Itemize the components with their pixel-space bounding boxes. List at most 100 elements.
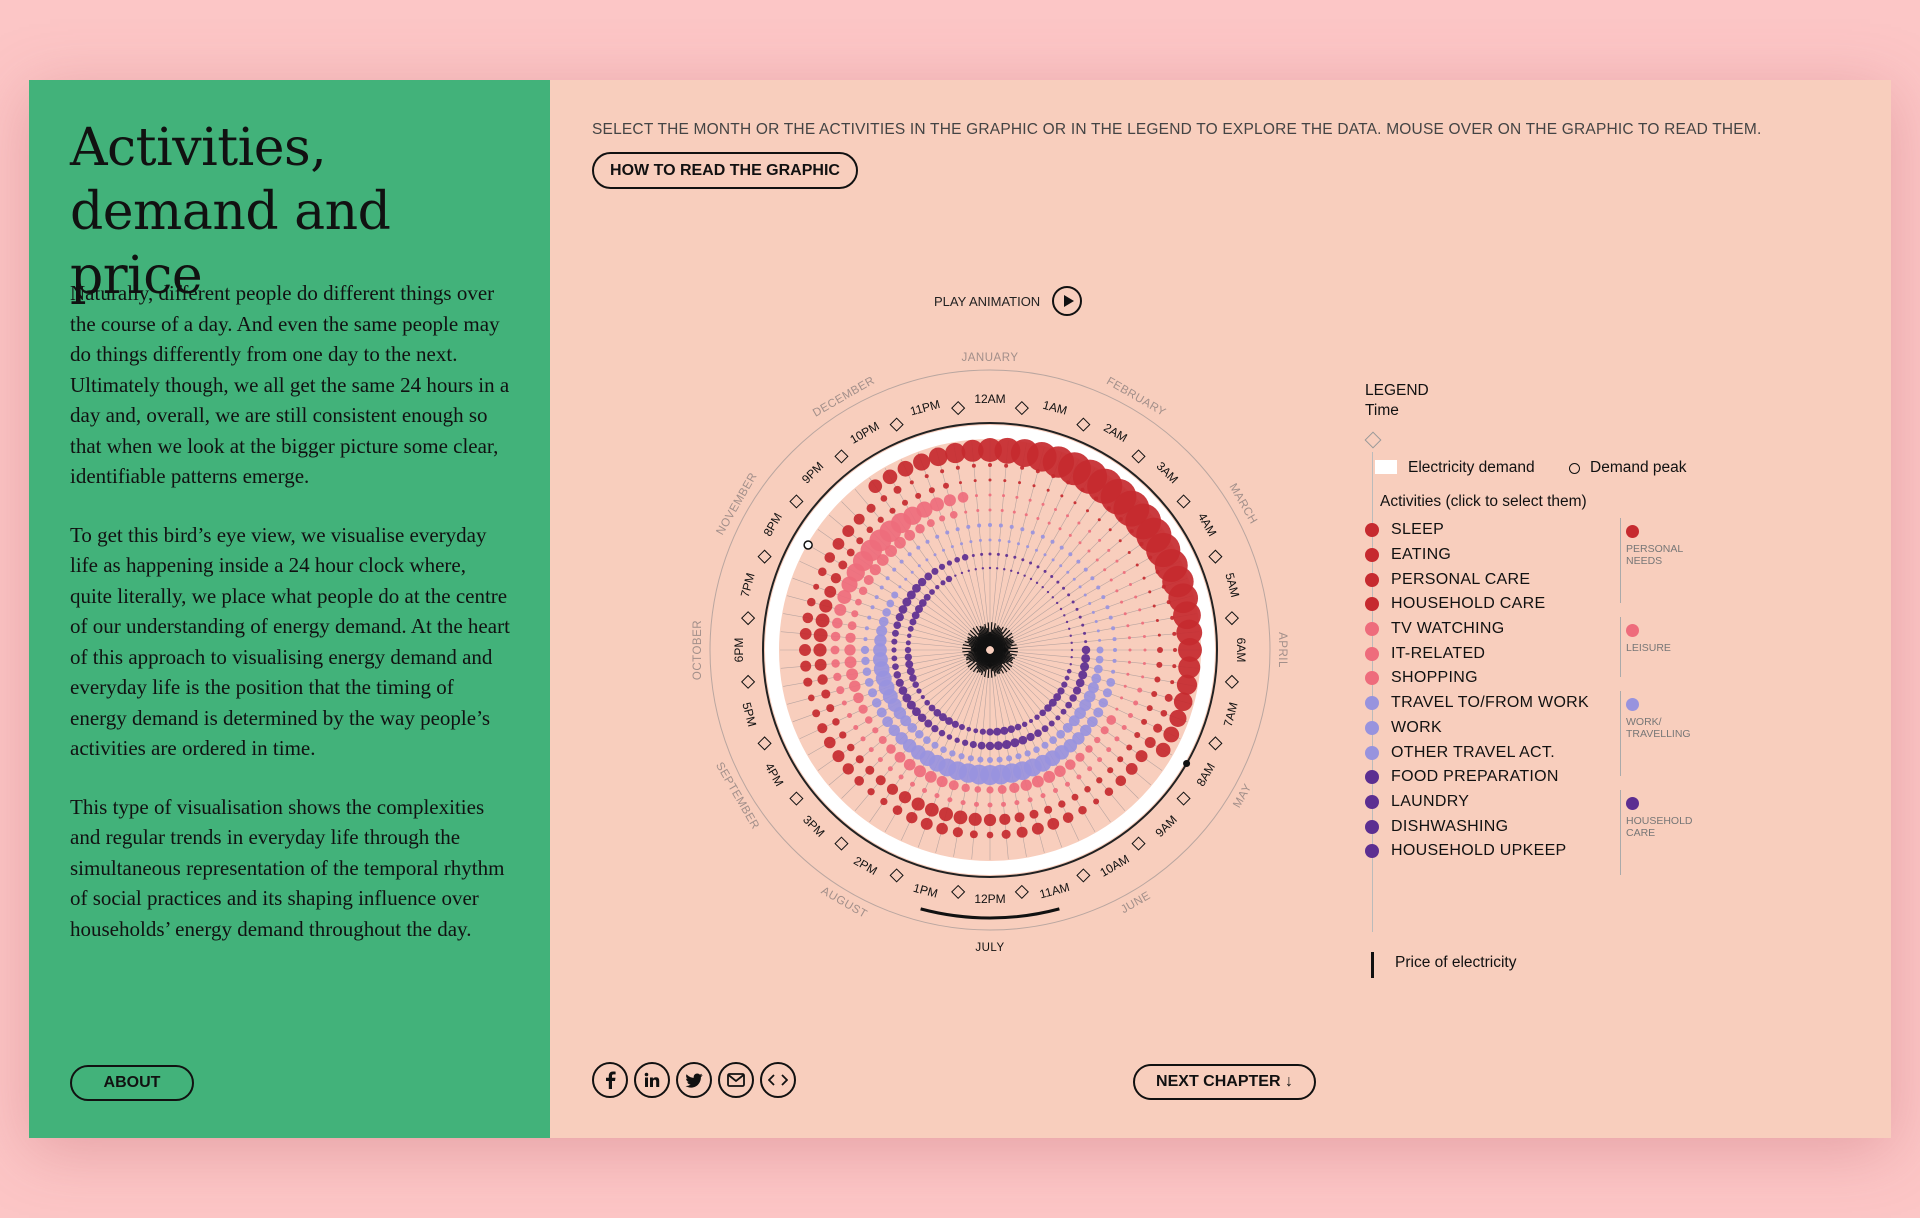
hour-diamond-icon[interactable]: [1076, 868, 1091, 883]
hour-diamond-icon[interactable]: [1208, 736, 1223, 751]
hour-diamond-icon[interactable]: [1224, 611, 1239, 626]
activity-dot: [1170, 680, 1175, 685]
activity-dot: [892, 567, 897, 572]
next-chapter-button[interactable]: NEXT CHAPTER ↓: [1133, 1064, 1316, 1100]
hour-diamond-icon[interactable]: [1014, 884, 1029, 899]
activity-dot: [920, 694, 925, 700]
email-icon[interactable]: [718, 1062, 754, 1098]
legend-item[interactable]: HOUSEHOLD UPKEEP: [1365, 839, 1589, 864]
legend-item[interactable]: FOOD PREPARATION: [1365, 765, 1589, 790]
activity-dot: [917, 564, 921, 568]
legend-item-label: PERSONAL CARE: [1391, 570, 1531, 588]
activity-dot: [902, 693, 912, 703]
twitter-icon[interactable]: [676, 1062, 712, 1098]
time-spoke: [1003, 501, 1139, 637]
activity-dot: [1007, 540, 1011, 544]
hour-diamond-icon[interactable]: [789, 494, 804, 509]
activity-dot: [1086, 509, 1090, 513]
month-label[interactable]: JUNE: [1119, 890, 1153, 916]
activity-dot: [1059, 545, 1064, 550]
month-label[interactable]: MARCH: [1226, 482, 1259, 527]
month-label[interactable]: FEBRUARY: [1104, 375, 1168, 419]
activity-dot: [874, 634, 887, 647]
legend-item[interactable]: EATING: [1365, 543, 1589, 568]
legend-item[interactable]: WORK: [1365, 716, 1589, 741]
hour-diamond-icon[interactable]: [1131, 836, 1146, 851]
time-spoke: [917, 452, 984, 632]
month-label[interactable]: NOVEMBER: [714, 471, 759, 537]
hour-diamond-icon[interactable]: [889, 417, 904, 432]
activity-dot: [1138, 608, 1142, 612]
hour-diamond-icon[interactable]: [741, 674, 756, 689]
radial-chart[interactable]: 12AM 1AM 2AM 3AM 4AM 5AM 6AM 7AM 8AM 9AM 10AM 11AM 1…: [680, 340, 1300, 960]
legend-item[interactable]: TV WATCHING: [1365, 617, 1589, 642]
activity-dot: [898, 605, 908, 614]
activity-dot: [1062, 812, 1074, 823]
activity-dot: [1129, 529, 1134, 534]
activity-dot: [853, 513, 865, 525]
legend-item[interactable]: HOUSEHOLD CARE: [1365, 592, 1589, 617]
time-spoke: [998, 459, 1080, 633]
time-spoke: [884, 667, 981, 833]
linkedin-icon[interactable]: [634, 1062, 670, 1098]
activity-dot: [1041, 725, 1049, 733]
legend-item[interactable]: IT-RELATED: [1365, 641, 1589, 666]
activity-dot: [973, 801, 979, 807]
month-label[interactable]: JULY: [975, 942, 1004, 954]
activity-dot: [846, 548, 855, 557]
play-icon[interactable]: [1052, 286, 1083, 316]
activity-dot: [1021, 721, 1028, 728]
app-frame: Activities, demand and price Naturally, …: [29, 80, 1891, 1138]
facebook-icon[interactable]: [592, 1062, 628, 1098]
activity-dot: [864, 677, 874, 687]
hour-diamond-icon[interactable]: [1176, 791, 1191, 806]
month-label[interactable]: APRIL: [1276, 632, 1288, 668]
legend-item[interactable]: PERSONAL CARE: [1365, 567, 1589, 592]
month-label[interactable]: DECEMBER: [811, 375, 877, 420]
activity-dot: [1117, 756, 1124, 763]
hour-diamond-icon[interactable]: [1224, 674, 1239, 689]
hour-diamond-icon[interactable]: [951, 401, 966, 416]
hour-diamond-icon[interactable]: [741, 611, 756, 626]
activity-dot: [870, 605, 875, 610]
hour-diamond-icon[interactable]: [789, 791, 804, 806]
time-spoke: [971, 669, 989, 860]
month-label[interactable]: OCTOBER: [692, 620, 704, 680]
activity-dot: [958, 481, 962, 485]
activity-dot: [1107, 767, 1114, 774]
activity-dot: [1096, 646, 1104, 654]
activity-dot: [1055, 715, 1061, 721]
legend-item[interactable]: OTHER TRAVEL ACT.: [1365, 740, 1589, 765]
hour-diamond-icon[interactable]: [1076, 417, 1091, 432]
activity-dot: [955, 527, 960, 532]
hour-diamond-icon[interactable]: [757, 736, 772, 751]
hour-diamond-icon[interactable]: [1176, 494, 1191, 509]
legend-item[interactable]: SHOPPING: [1365, 666, 1589, 691]
hour-diamond-icon[interactable]: [951, 884, 966, 899]
about-button[interactable]: ABOUT: [70, 1065, 194, 1101]
activity-dot: [861, 656, 870, 666]
activity-dot: [916, 545, 921, 550]
month-label[interactable]: AUGUST: [819, 885, 869, 921]
play-animation-button[interactable]: PLAY ANIMATION: [934, 286, 1083, 316]
activity-dot: [933, 708, 942, 717]
hour-diamond-icon[interactable]: [834, 836, 849, 851]
hour-diamond-icon[interactable]: [1014, 401, 1029, 416]
legend-item[interactable]: SLEEP: [1365, 518, 1589, 543]
activity-dot: [921, 787, 927, 793]
month-label[interactable]: JANUARY: [962, 352, 1019, 364]
legend-item[interactable]: LAUNDRY: [1365, 790, 1589, 815]
group-label: WORK/ TRAVELLING: [1626, 716, 1691, 740]
hour-diamond-icon[interactable]: [889, 868, 904, 883]
legend-item[interactable]: DISHWASHING: [1365, 814, 1589, 839]
hour-diamond-icon[interactable]: [834, 449, 849, 464]
activity-dot: [1178, 656, 1201, 679]
how-to-read-button[interactable]: HOW TO READ THE GRAPHIC: [592, 152, 858, 189]
activity-dot: [1142, 662, 1146, 666]
hour-diamond-icon[interactable]: [1131, 449, 1146, 464]
hour-diamond-icon[interactable]: [757, 549, 772, 564]
embed-icon[interactable]: [760, 1062, 796, 1098]
legend-item[interactable]: TRAVEL TO/FROM WORK: [1365, 691, 1589, 716]
activity-dot: [1004, 463, 1009, 468]
hour-diamond-icon[interactable]: [1208, 549, 1223, 564]
